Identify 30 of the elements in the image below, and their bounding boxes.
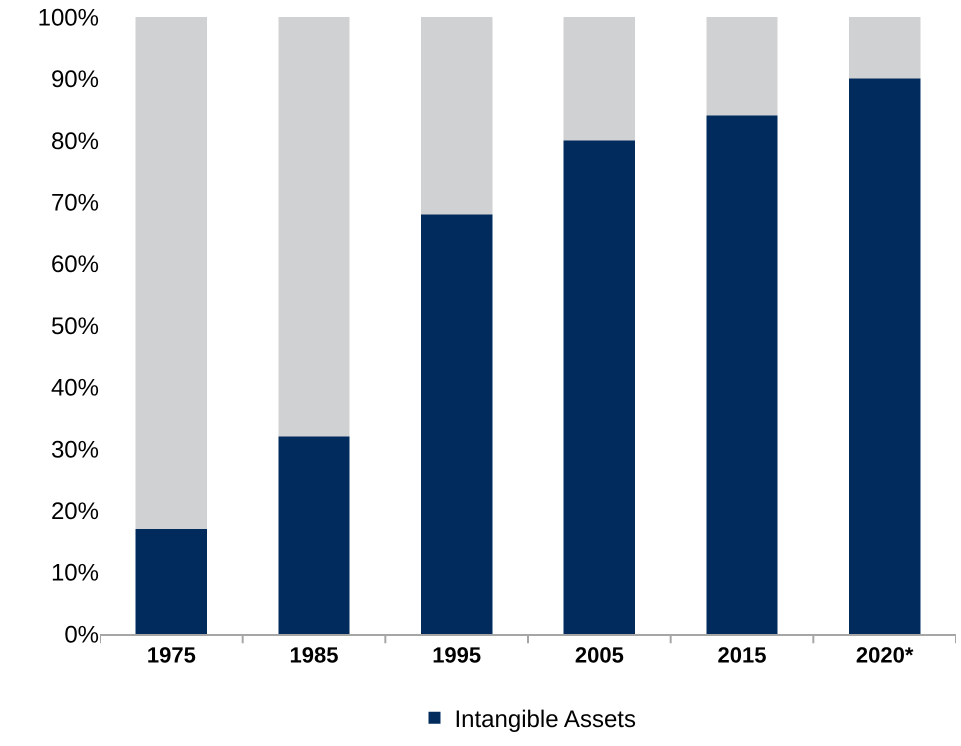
bar — [278, 17, 350, 437]
x-tick-label: 1995 — [432, 642, 482, 668]
y-tick-label: 50% — [50, 312, 99, 340]
x-tick-label: 2005 — [574, 642, 624, 668]
x-tick-label: 1985 — [290, 642, 338, 668]
y-tick-label: 10% — [50, 560, 99, 587]
bar — [136, 17, 207, 530]
bar — [564, 140, 635, 634]
y-tick-label: 80% — [50, 128, 99, 155]
y-tick-label: 30% — [50, 436, 99, 464]
bar — [421, 17, 492, 214]
bar — [278, 436, 350, 634]
bar — [136, 529, 207, 634]
bar — [564, 17, 635, 140]
y-tick-label: 20% — [50, 498, 99, 525]
bar — [849, 17, 920, 79]
y-tick-label: 70% — [50, 190, 99, 216]
y-tick-label: 40% — [50, 374, 99, 402]
y-tick-label: 60% — [50, 251, 99, 278]
legend-label: Intangible Assets — [454, 706, 636, 734]
bar — [706, 17, 778, 116]
y-tick-label: 0% — [64, 621, 99, 648]
x-tick-label: 2020* — [856, 642, 914, 668]
y-tick-label: 90% — [50, 66, 99, 94]
bar — [421, 214, 492, 634]
x-tick-label: 2015 — [718, 642, 766, 668]
x-tick-label: 1975 — [146, 642, 196, 668]
bar — [849, 78, 920, 634]
y-tick-label: 100% — [38, 4, 99, 32]
bar — [706, 116, 778, 634]
